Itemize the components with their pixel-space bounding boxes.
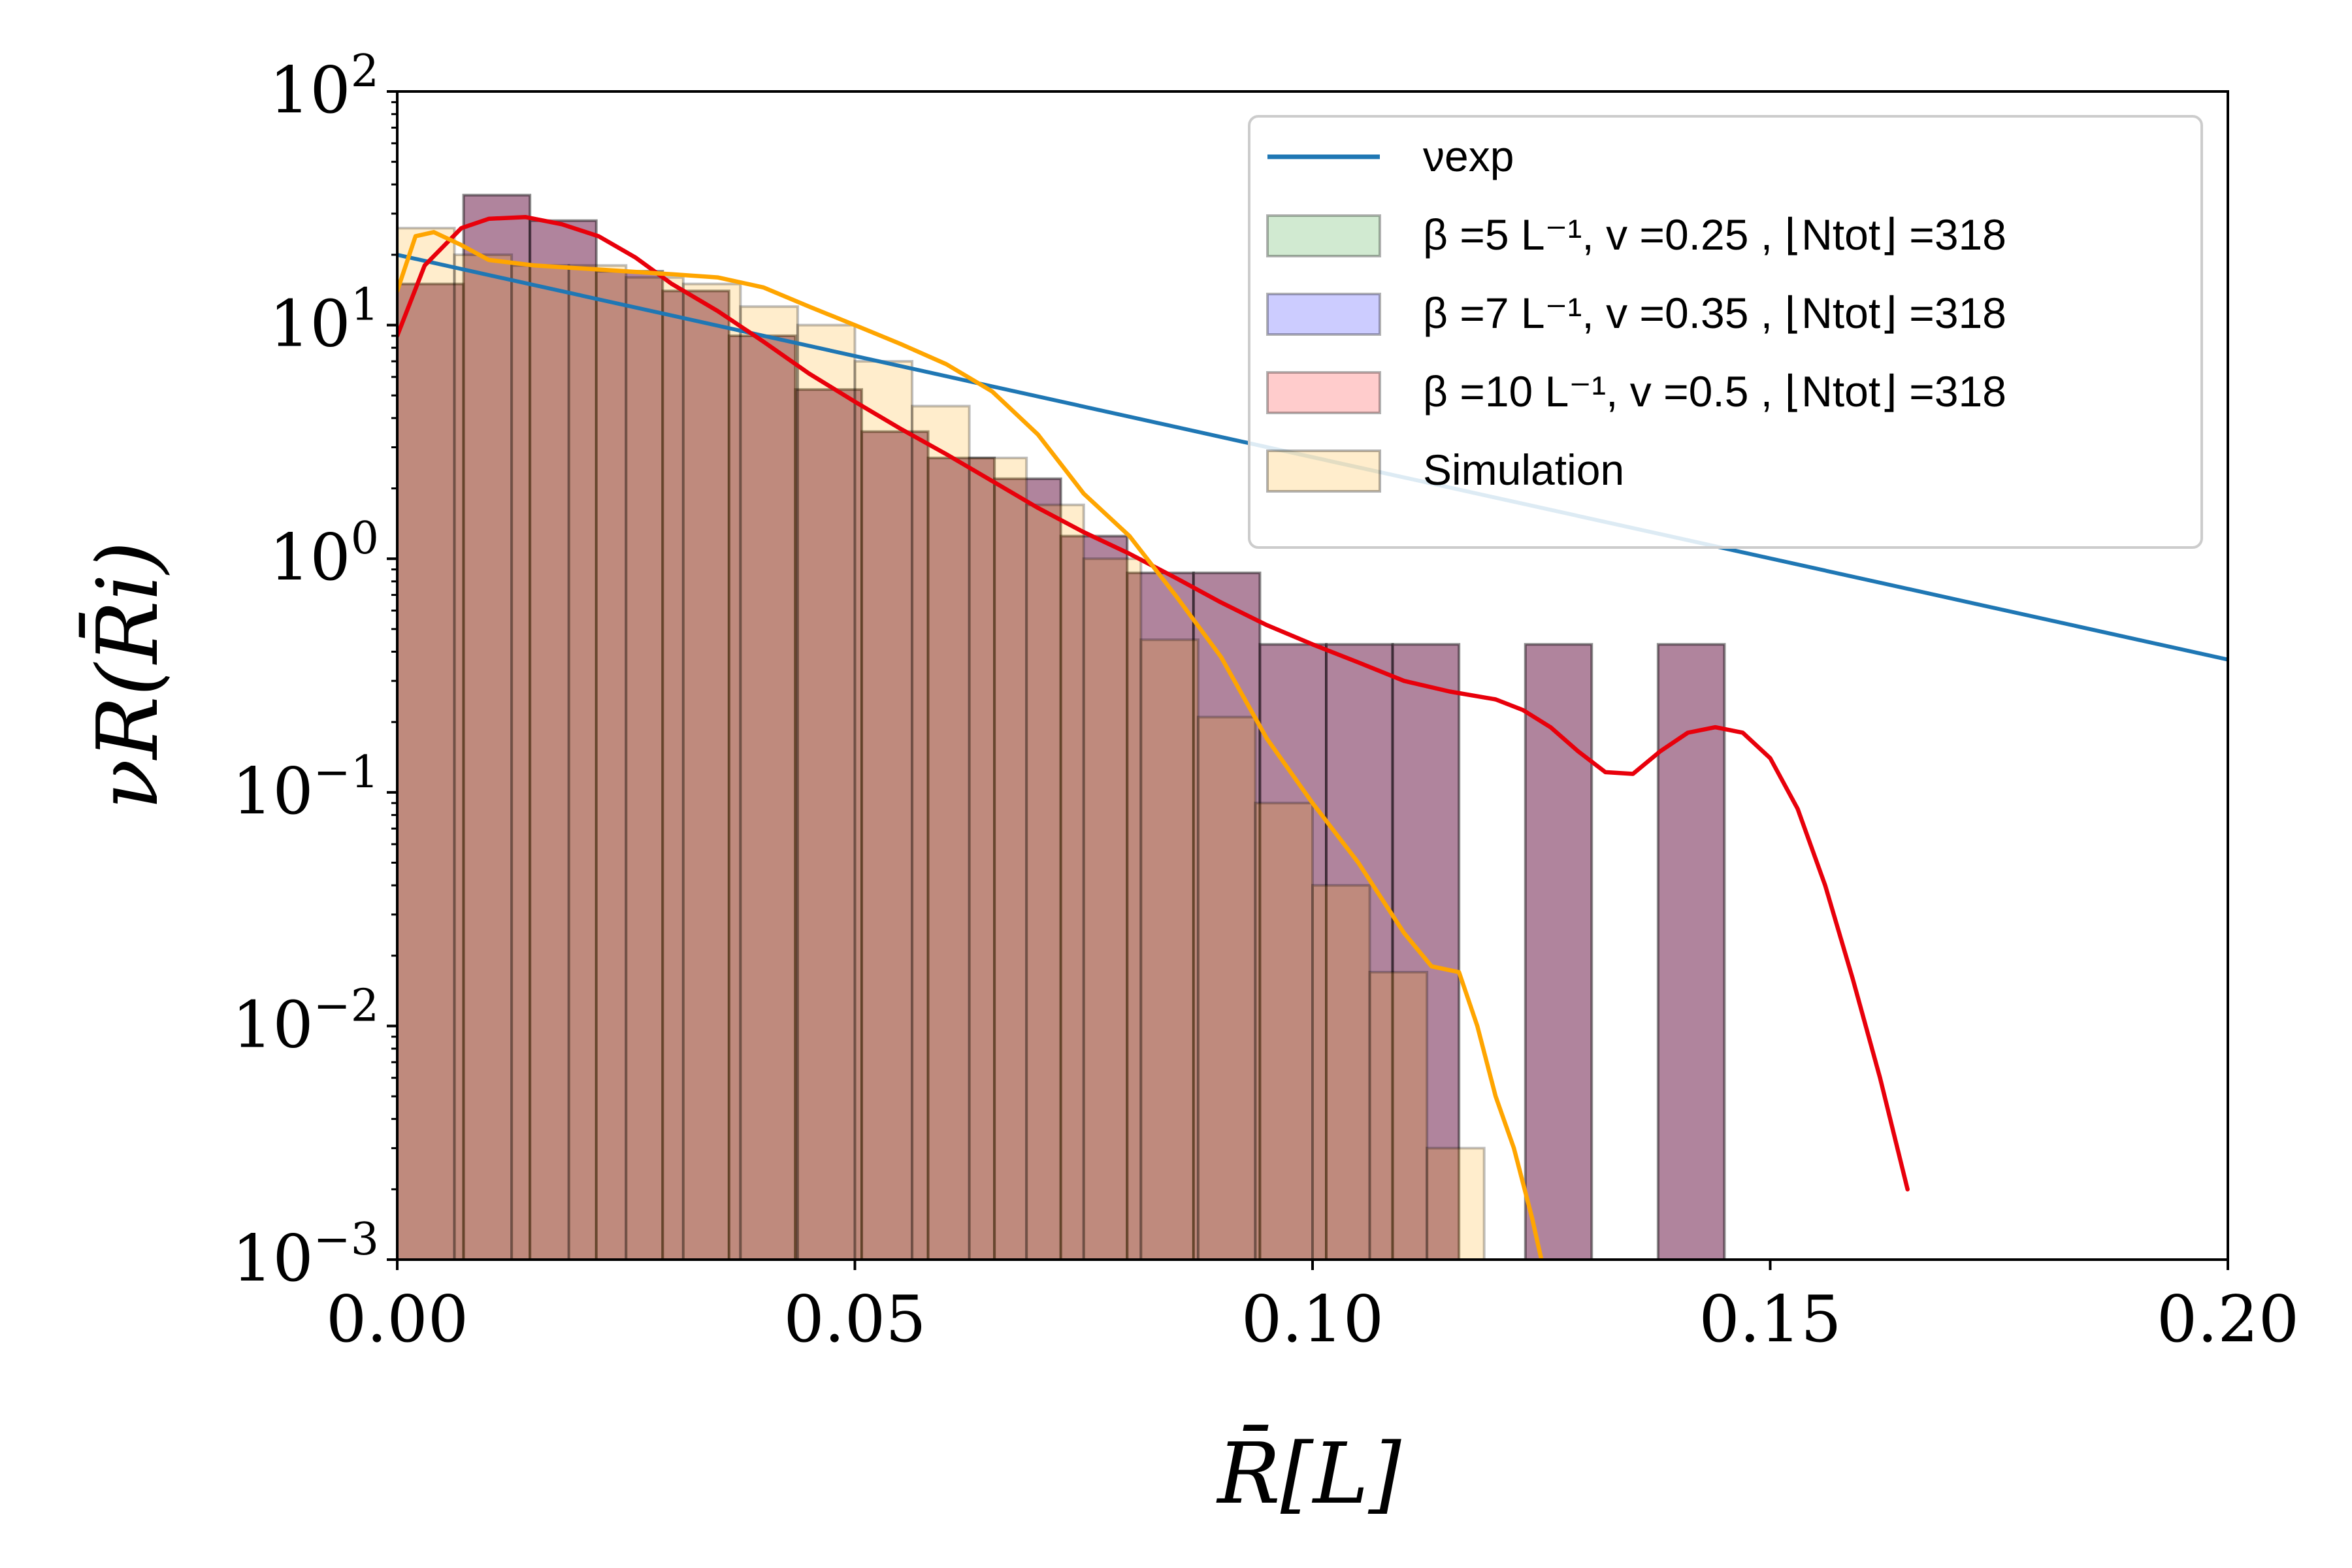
legend-patch-sim [1266,449,1381,493]
bar-beta10 [1524,643,1593,1260]
histogram-simulation [397,227,1486,1260]
line-red-curve [397,214,1910,1192]
legend-label-b5: β =5 L⁻¹, v =0.25 , ⌊Ntot⌋ =318 [1423,210,2006,259]
bar-beta10 [860,430,930,1260]
bar-beta10 [993,477,1062,1260]
histogram-beta10 [397,193,1726,1260]
bar-beta10 [926,456,996,1260]
legend-label-exp: νexp [1423,132,1514,180]
y-tick-label: 100 [269,513,379,595]
bar-simulation [567,264,628,1260]
legend: νexp β =5 L⁻¹, v =0.25 , ⌊Ntot⌋ =318 β =7 … [1248,115,2203,549]
y-tick-label: 10−2 [232,980,379,1062]
bar-beta10 [727,334,797,1260]
bar-simulation [1139,638,1200,1260]
bar-simulation [625,276,685,1260]
bar-beta10 [1258,643,1328,1260]
y-tick-label: 10−1 [232,747,379,829]
bar-simulation [1311,884,1371,1260]
y-tick-label: 102 [269,46,379,128]
line-orange-curve [397,230,1544,1260]
bar-simulation [681,282,742,1260]
legend-patch-b10 [1266,371,1381,414]
x-tick-label: 0.15 [1699,1282,1841,1357]
bar-simulation [796,323,857,1260]
x-tick-label: 0.20 [2157,1282,2299,1357]
bar-simulation [739,305,799,1260]
bar-beta10 [661,289,730,1260]
bar-simulation [453,253,514,1260]
bar-simulation [1254,802,1314,1260]
bar-simulation [1368,970,1429,1260]
y-tick-label: 10−3 [232,1214,379,1296]
legend-label-b7: β =7 L⁻¹, v =0.35 , ⌊Ntot⌋ =318 [1423,289,2006,337]
bar-simulation [510,264,570,1260]
x-axis-label: R̄[L] [1216,1425,1401,1523]
bar-simulation [1025,503,1085,1260]
bar-simulation [1426,1147,1486,1260]
bar-simulation [968,456,1028,1260]
bar-simulation [853,359,914,1260]
bar-beta10 [1656,643,1726,1260]
bar-beta10 [397,282,465,1260]
bar-beta10 [1192,571,1262,1260]
bar-beta10 [1391,643,1461,1260]
bar-beta10 [529,219,598,1260]
bar-beta10 [1325,643,1394,1260]
x-tick-label: 0.10 [1241,1282,1384,1357]
legend-label-b10: β =10 L⁻¹, v =0.5 , ⌊Ntot⌋ =318 [1423,367,2006,416]
legend-patch-b7 [1266,293,1381,336]
y-axis-label: νR(R̄i) [79,541,177,809]
legend-patch-b5 [1266,214,1381,257]
bar-simulation [1196,715,1257,1260]
x-tick-label: 0.05 [783,1282,926,1357]
bar-simulation [911,404,971,1260]
x-tick-label: 0.00 [326,1282,468,1357]
y-tick-label: 101 [269,280,379,362]
bar-beta10 [595,270,664,1260]
legend-frame [1248,115,2203,549]
legend-label-sim: Simulation [1423,446,1624,494]
bar-simulation [397,227,456,1260]
x-axis-ticks: 0.00 0.05 0.10 0.15 0.20 [326,1260,2299,1357]
y-axis-ticks: 10−3 10−2 10−1 100 101 102 [232,46,397,1296]
bar-simulation [1082,557,1143,1260]
